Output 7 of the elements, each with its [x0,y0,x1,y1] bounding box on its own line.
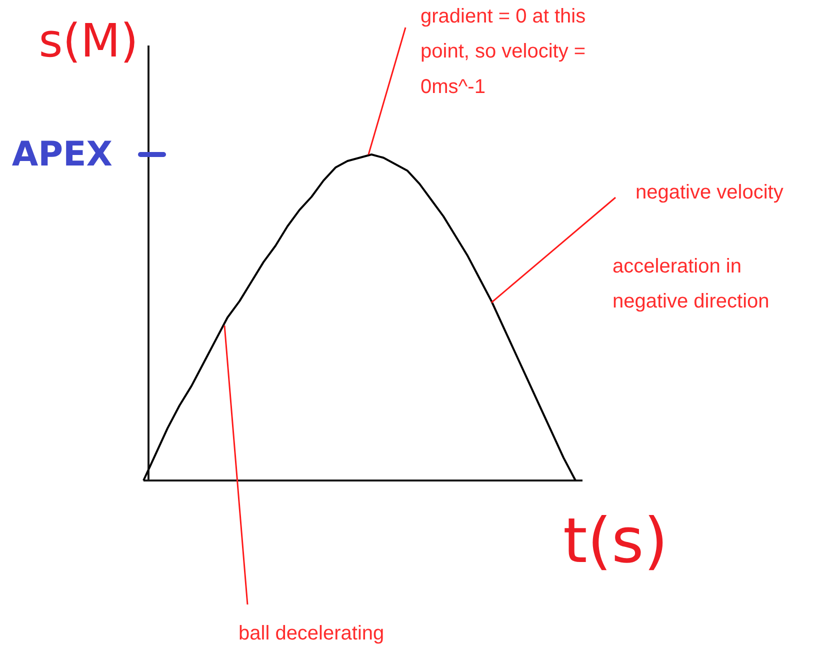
text: ball decelerating [238,622,384,644]
text: gradient = 0 at this point, so velocity = 0ms^-1 [420,6,586,98]
text: acceleration in negative direction [612,256,770,313]
y-axis-title: s(M) [38,14,138,68]
x-axis-title: t(s) [563,504,668,577]
text: APEX [12,134,112,174]
text: negative velocity [636,182,784,204]
